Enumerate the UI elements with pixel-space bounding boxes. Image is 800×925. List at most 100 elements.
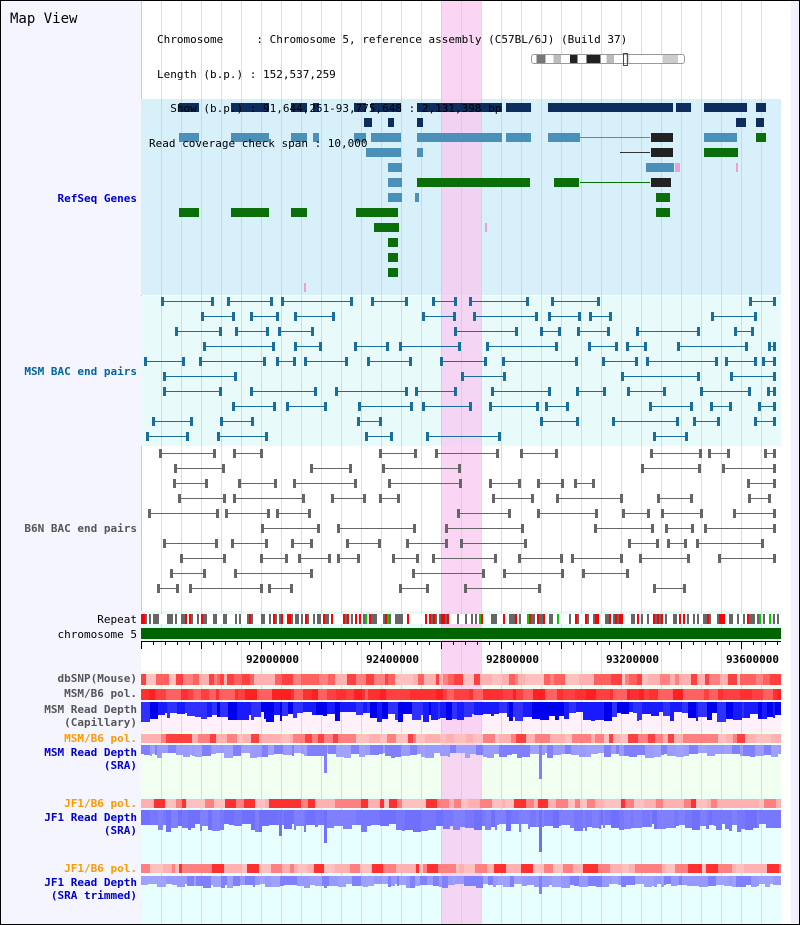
msm-bac-pair-end (469, 297, 473, 306)
msm-pol2-cell (526, 734, 535, 743)
jf1-pol2-cell (285, 864, 290, 873)
jf1-sra-depth (166, 810, 171, 832)
msm-capillary-depth (207, 702, 212, 717)
b6n-bac-pair-end (495, 449, 499, 458)
msm-pol-cell (586, 689, 592, 700)
msm-capillary-depth (688, 702, 696, 719)
msm-pol2-cell (565, 734, 572, 743)
b6n-bac-pair-end (267, 584, 271, 593)
jf1-pol2-cell (456, 864, 459, 873)
track-label-dbsnp[interactable]: dbSNP(Mouse) (57, 672, 137, 685)
msm-capillary-depth (356, 702, 363, 715)
msm-capillary-depth (403, 702, 412, 715)
msm-sra-depth (370, 745, 379, 756)
track-label-b6n-bac[interactable]: B6N BAC end pairs (24, 522, 137, 535)
repeat-element (625, 614, 627, 624)
msm-bac-pair-end (345, 357, 348, 366)
msm-pol-cell (777, 689, 781, 700)
b6n-bac-pair-end (518, 479, 522, 488)
track-label-jf1-pol[interactable]: JF1/B6 pol. (64, 797, 137, 810)
grid-line (741, 1, 742, 924)
repeat-element (647, 614, 649, 624)
msm-pol-cell (386, 689, 393, 700)
msm-sra-depth-spike (324, 745, 327, 773)
ruler-tick (333, 641, 334, 645)
msm-capillary-depth (429, 702, 431, 716)
jf1-sra-depth-spike (279, 810, 282, 836)
dbsnp-cell (439, 674, 443, 685)
msm-pol-cell (533, 689, 545, 700)
msm-pol2-cell (620, 734, 628, 743)
dbsnp-cell (642, 674, 648, 685)
track-label-msm-pol-2[interactable]: MSM/B6 pol. (64, 732, 137, 745)
msm-sra-depth (487, 745, 494, 758)
msm-bac-pair-end (405, 387, 409, 396)
dbsnp-cell (176, 674, 183, 685)
jf1-trimmed-depth (433, 876, 439, 886)
repeat-element (575, 614, 577, 624)
b6n-bac-pair-end (700, 509, 704, 518)
msm-bac-pair-end (767, 387, 771, 396)
msm-sra-depth (190, 745, 192, 755)
b6n-bac-pair (718, 558, 776, 559)
msm-capillary-depth (642, 702, 651, 714)
msm-bac-pair (486, 346, 559, 347)
jf1-pol-cell (236, 799, 244, 808)
dbsnp-cell (347, 674, 356, 685)
msm-bac-pair-end (555, 342, 559, 351)
dbsnp-cell (518, 674, 525, 685)
jf1-pol2-cell (533, 864, 544, 873)
track-label-jf1-sra[interactable]: JF1 Read Depth (SRA) (44, 811, 137, 837)
track-label-msm-sra[interactable]: MSM Read Depth (SRA) (44, 746, 137, 772)
jf1-pol-cell (667, 799, 678, 808)
jf1-sra-depth (255, 810, 259, 832)
track-label-jf1-pol-2[interactable]: JF1/B6 pol. (64, 862, 137, 875)
dbsnp-cell (186, 674, 193, 685)
msm-bac-pair (709, 406, 732, 407)
msm-bac-pair (453, 331, 519, 332)
jf1-sra-depth (259, 810, 262, 832)
b6n-bac-pair (310, 468, 352, 469)
jf1-sra-depth (191, 810, 195, 829)
jf1-pol-cell (729, 799, 737, 808)
jf1-trimmed-depth (172, 876, 177, 886)
msm-pol2-cell (495, 734, 499, 743)
repeat-element (179, 614, 181, 624)
repeat-element (449, 614, 451, 624)
track-label-msm-pol[interactable]: MSM/B6 pol. (64, 687, 137, 700)
track-label-jf1-trimmed[interactable]: JF1 Read Depth (SRA trimmed) (44, 876, 137, 902)
repeat-element (745, 614, 747, 624)
msm-bac-pair (163, 391, 223, 392)
track-label-msm-capillary[interactable]: MSM Read Depth (Capillary) (44, 703, 137, 729)
msm-bac-pair-end (773, 342, 776, 351)
msm-bac-pair (249, 391, 317, 392)
msm-bac-pair-end (294, 342, 298, 351)
ideogram-position-marker (623, 53, 628, 66)
b6n-bac-pair-end (412, 569, 416, 578)
repeat-element (269, 614, 271, 624)
jf1-trimmed-depth (543, 876, 549, 887)
repeat-element (463, 614, 465, 624)
repeat-element (339, 614, 341, 624)
jf1-pol2-cell (635, 864, 643, 873)
chromosome-ideogram[interactable] (531, 53, 685, 66)
track-label-msm-bac[interactable]: MSM BAC end pairs (24, 365, 137, 378)
msm-pol-cell (261, 689, 272, 700)
repeat-element (493, 614, 495, 624)
grid-line (601, 1, 602, 924)
jf1-pol-cell (625, 799, 634, 808)
dbsnp-cell (328, 674, 335, 685)
track-label-refseq[interactable]: RefSeq Genes (57, 192, 137, 205)
repeat-element (309, 614, 311, 624)
refseq-gene (417, 118, 423, 127)
jf1-pol-cell (587, 799, 595, 808)
jf1-pol-cell (380, 799, 384, 808)
jf1-pol2-cell (722, 864, 726, 873)
repeat-element (631, 614, 633, 624)
msm-pol-cell (410, 689, 417, 700)
msm-sra-depth (304, 745, 307, 757)
refseq-gene (231, 133, 269, 142)
msm-bac-pair (294, 346, 322, 347)
repeat-element (653, 614, 655, 624)
repeat-element (161, 614, 163, 624)
